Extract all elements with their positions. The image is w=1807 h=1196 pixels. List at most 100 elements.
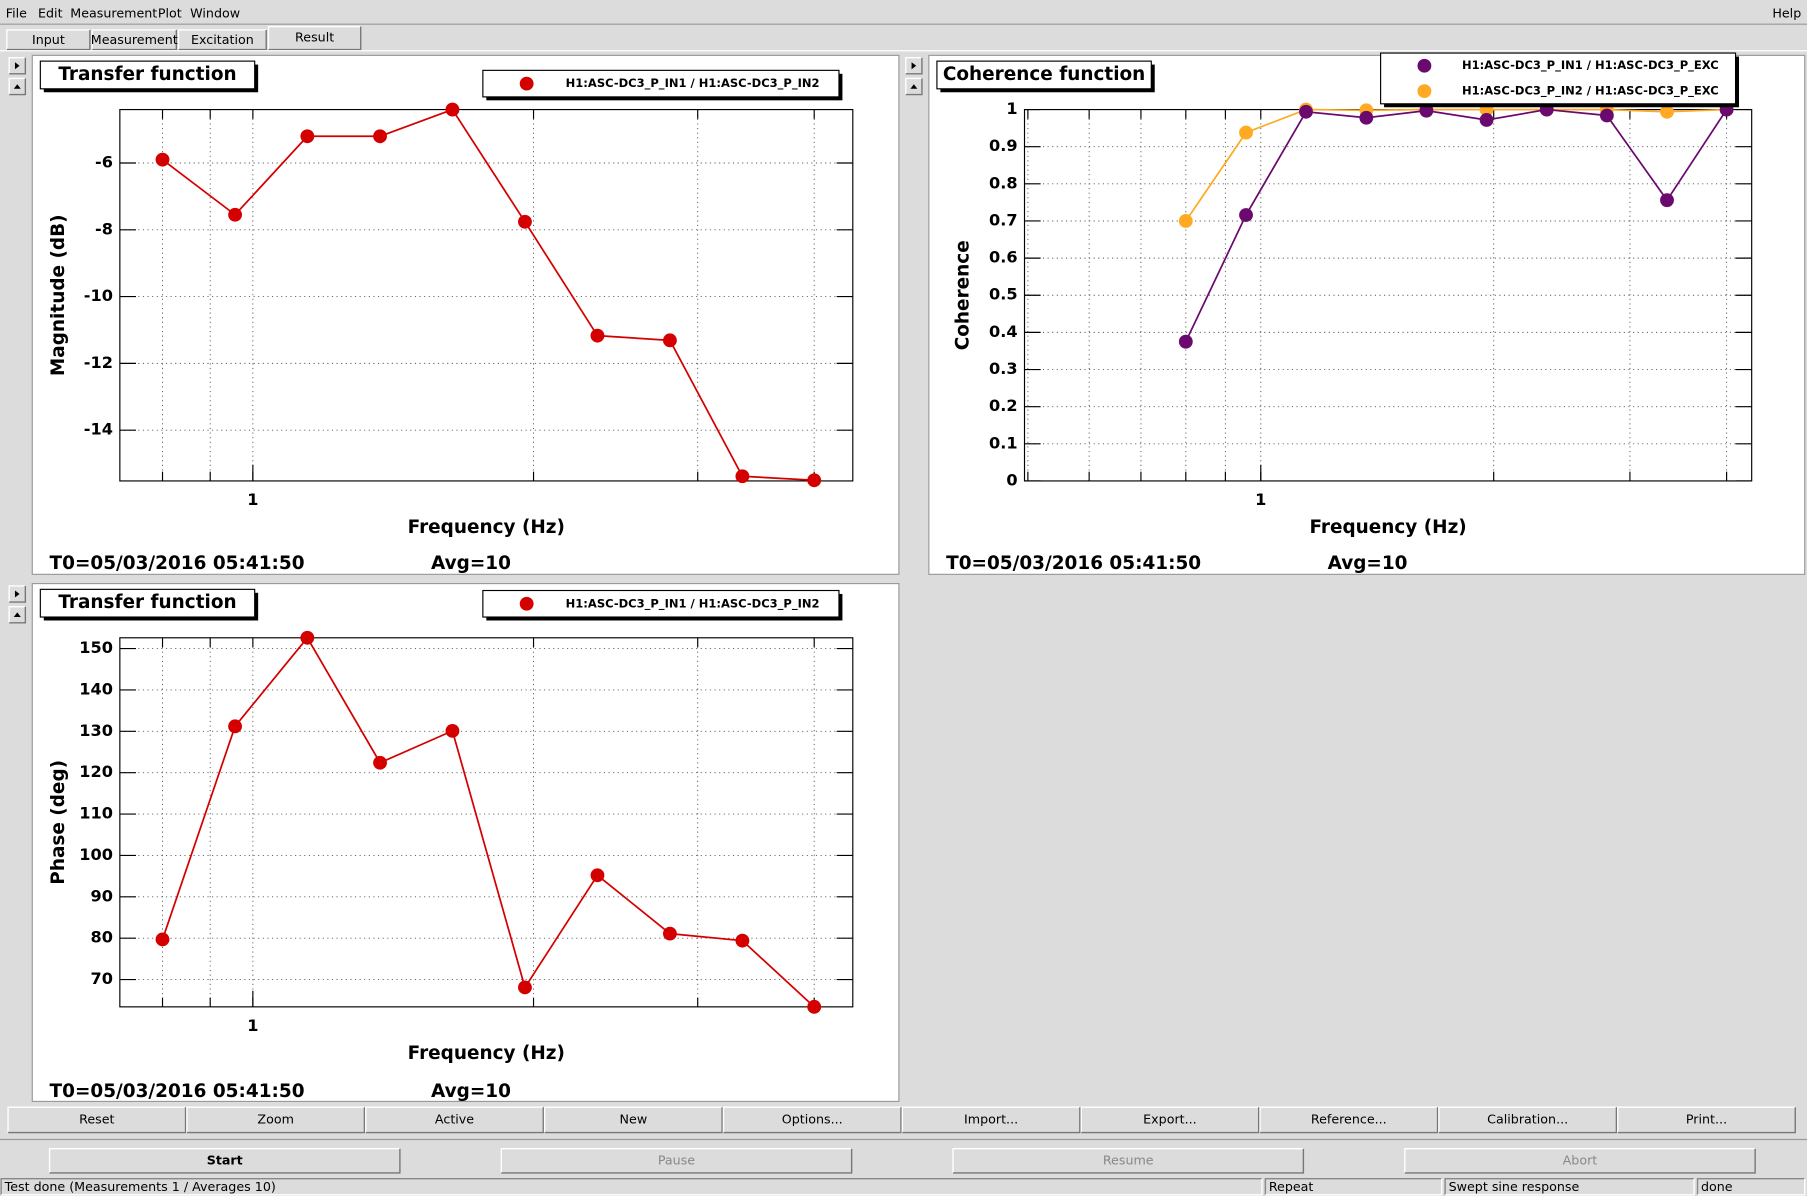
y-axis-label: Phase (deg) (48, 760, 69, 885)
control-button-edge (501, 1148, 853, 1174)
tab[interactable] (268, 26, 361, 50)
scroll-arrow (13, 612, 21, 618)
legend-marker (519, 596, 534, 611)
x-axis-label: Frequency (Hz) (408, 517, 565, 538)
menu-item[interactable]: Window (190, 5, 240, 20)
y-tick-label: 0.7 (989, 210, 1018, 229)
y-tick-label: 0.4 (989, 322, 1018, 341)
data-point (1178, 334, 1193, 349)
scroll-button-edge (905, 56, 922, 74)
menu-item[interactable]: Measurement (70, 5, 157, 20)
data-point (155, 152, 170, 167)
plot-button[interactable] (1438, 1107, 1617, 1133)
control-button-edge (953, 1148, 1305, 1174)
y-tick-label: -8 (95, 219, 113, 238)
plot-button[interactable] (902, 1107, 1080, 1133)
plot-button-edge (1259, 1106, 1438, 1133)
tab-label[interactable]: Measurement (91, 32, 178, 47)
data-point (228, 719, 242, 734)
legend-label: H1:ASC-DC3_P_IN1 / H1:ASC-DC3_P_IN2 (566, 596, 820, 611)
plot-button-edge (1080, 1106, 1259, 1133)
plot-button[interactable] (1617, 1107, 1796, 1133)
legend-marker (1417, 84, 1432, 99)
y-tick-label: 0.3 (989, 359, 1018, 378)
y-tick-label: 130 (79, 721, 113, 740)
tab-label[interactable]: Excitation (191, 32, 254, 47)
data-point (1660, 104, 1674, 119)
legend-box (482, 69, 840, 98)
plot-button-label[interactable]: Reference... (1311, 1111, 1387, 1126)
y-tick-label: 0 (1006, 470, 1017, 489)
y-tick-label: 80 (90, 928, 112, 947)
legend-label: H1:ASC-DC3_P_IN1 / H1:ASC-DC3_P_EXC (1462, 58, 1719, 73)
control-button-label[interactable]: Start (207, 1152, 243, 1167)
y-tick-label: 0.1 (989, 433, 1018, 452)
plot-button-label[interactable]: Reset (79, 1111, 114, 1126)
plot-button[interactable] (723, 1107, 901, 1133)
plot-button-edge (1617, 1107, 1796, 1134)
menu-item[interactable]: Plot (158, 5, 182, 20)
chart-title: Transfer function (58, 64, 236, 85)
averages: Avg=10 (1328, 553, 1408, 574)
title-box (936, 60, 1152, 90)
y-tick-label: 1 (1006, 99, 1017, 118)
plot-button-label[interactable]: Zoom (257, 1111, 294, 1126)
menu-item[interactable]: Edit (38, 5, 63, 20)
plot-button[interactable] (1081, 1107, 1259, 1133)
x-tick-label: 1 (247, 1016, 258, 1035)
plot-button[interactable] (365, 1107, 544, 1133)
plot-button-label[interactable]: New (620, 1111, 648, 1126)
chart-title: Transfer function (58, 592, 236, 613)
scroll-button-edge (905, 78, 923, 96)
data-point (155, 932, 170, 947)
title-box (39, 60, 256, 90)
plot-button-label[interactable]: Export... (1143, 1111, 1197, 1126)
status-text: Swept sine response (1449, 1179, 1580, 1194)
tab-edge (6, 29, 91, 51)
control-button[interactable] (49, 1148, 400, 1173)
plot-button[interactable] (8, 1107, 186, 1133)
y-tick-label: -10 (84, 286, 113, 305)
tab[interactable] (178, 29, 267, 50)
data-point (300, 129, 315, 144)
plot-button-label[interactable]: Options... (782, 1111, 843, 1126)
plot-button-label[interactable]: Import... (964, 1111, 1018, 1126)
scroll-button-edge (8, 77, 26, 95)
scroll-button-edge (9, 606, 27, 624)
data-point (590, 328, 605, 343)
series-line (1185, 108, 1728, 343)
control-button-label: Resume (1103, 1152, 1154, 1167)
status-cell-edge (1265, 1178, 1443, 1196)
series-line (1185, 108, 1727, 222)
y-tick-label: 110 (79, 804, 113, 823)
plot-button[interactable] (1260, 1107, 1438, 1133)
menu-item[interactable]: File (6, 5, 27, 20)
tab[interactable] (92, 29, 177, 50)
plot-button-label[interactable]: Active (435, 1111, 474, 1126)
plot-button[interactable] (186, 1107, 365, 1133)
plot-button-edge (722, 1106, 901, 1133)
y-tick-label: -6 (95, 152, 113, 171)
menu-help[interactable]: Help (1772, 5, 1801, 20)
control-button-edge (952, 1148, 1304, 1173)
y-tick-label: -14 (84, 420, 113, 439)
tab-label[interactable]: Input (32, 32, 65, 47)
data-point (663, 333, 677, 348)
y-tick-label: 140 (79, 679, 113, 698)
scroll-arrow (14, 62, 20, 70)
scroll-arrow (910, 84, 918, 89)
plot-button-edge (8, 1107, 187, 1134)
plot-button-label[interactable]: Calibration... (1487, 1111, 1568, 1126)
plot-button-label[interactable]: Print... (1686, 1111, 1727, 1126)
scroll-button-edge (905, 57, 923, 75)
y-tick-label: 0.6 (989, 248, 1018, 267)
scroll-button-edge (8, 56, 26, 74)
tab-label[interactable]: Result (295, 30, 334, 45)
plot-button[interactable] (544, 1107, 723, 1133)
plot-panel (928, 54, 1806, 575)
plot-button-edge (1438, 1106, 1617, 1133)
y-tick-label: 150 (79, 638, 113, 657)
data-point (735, 469, 750, 484)
tab[interactable] (6, 29, 90, 50)
x-tick-label: 1 (1255, 490, 1266, 509)
